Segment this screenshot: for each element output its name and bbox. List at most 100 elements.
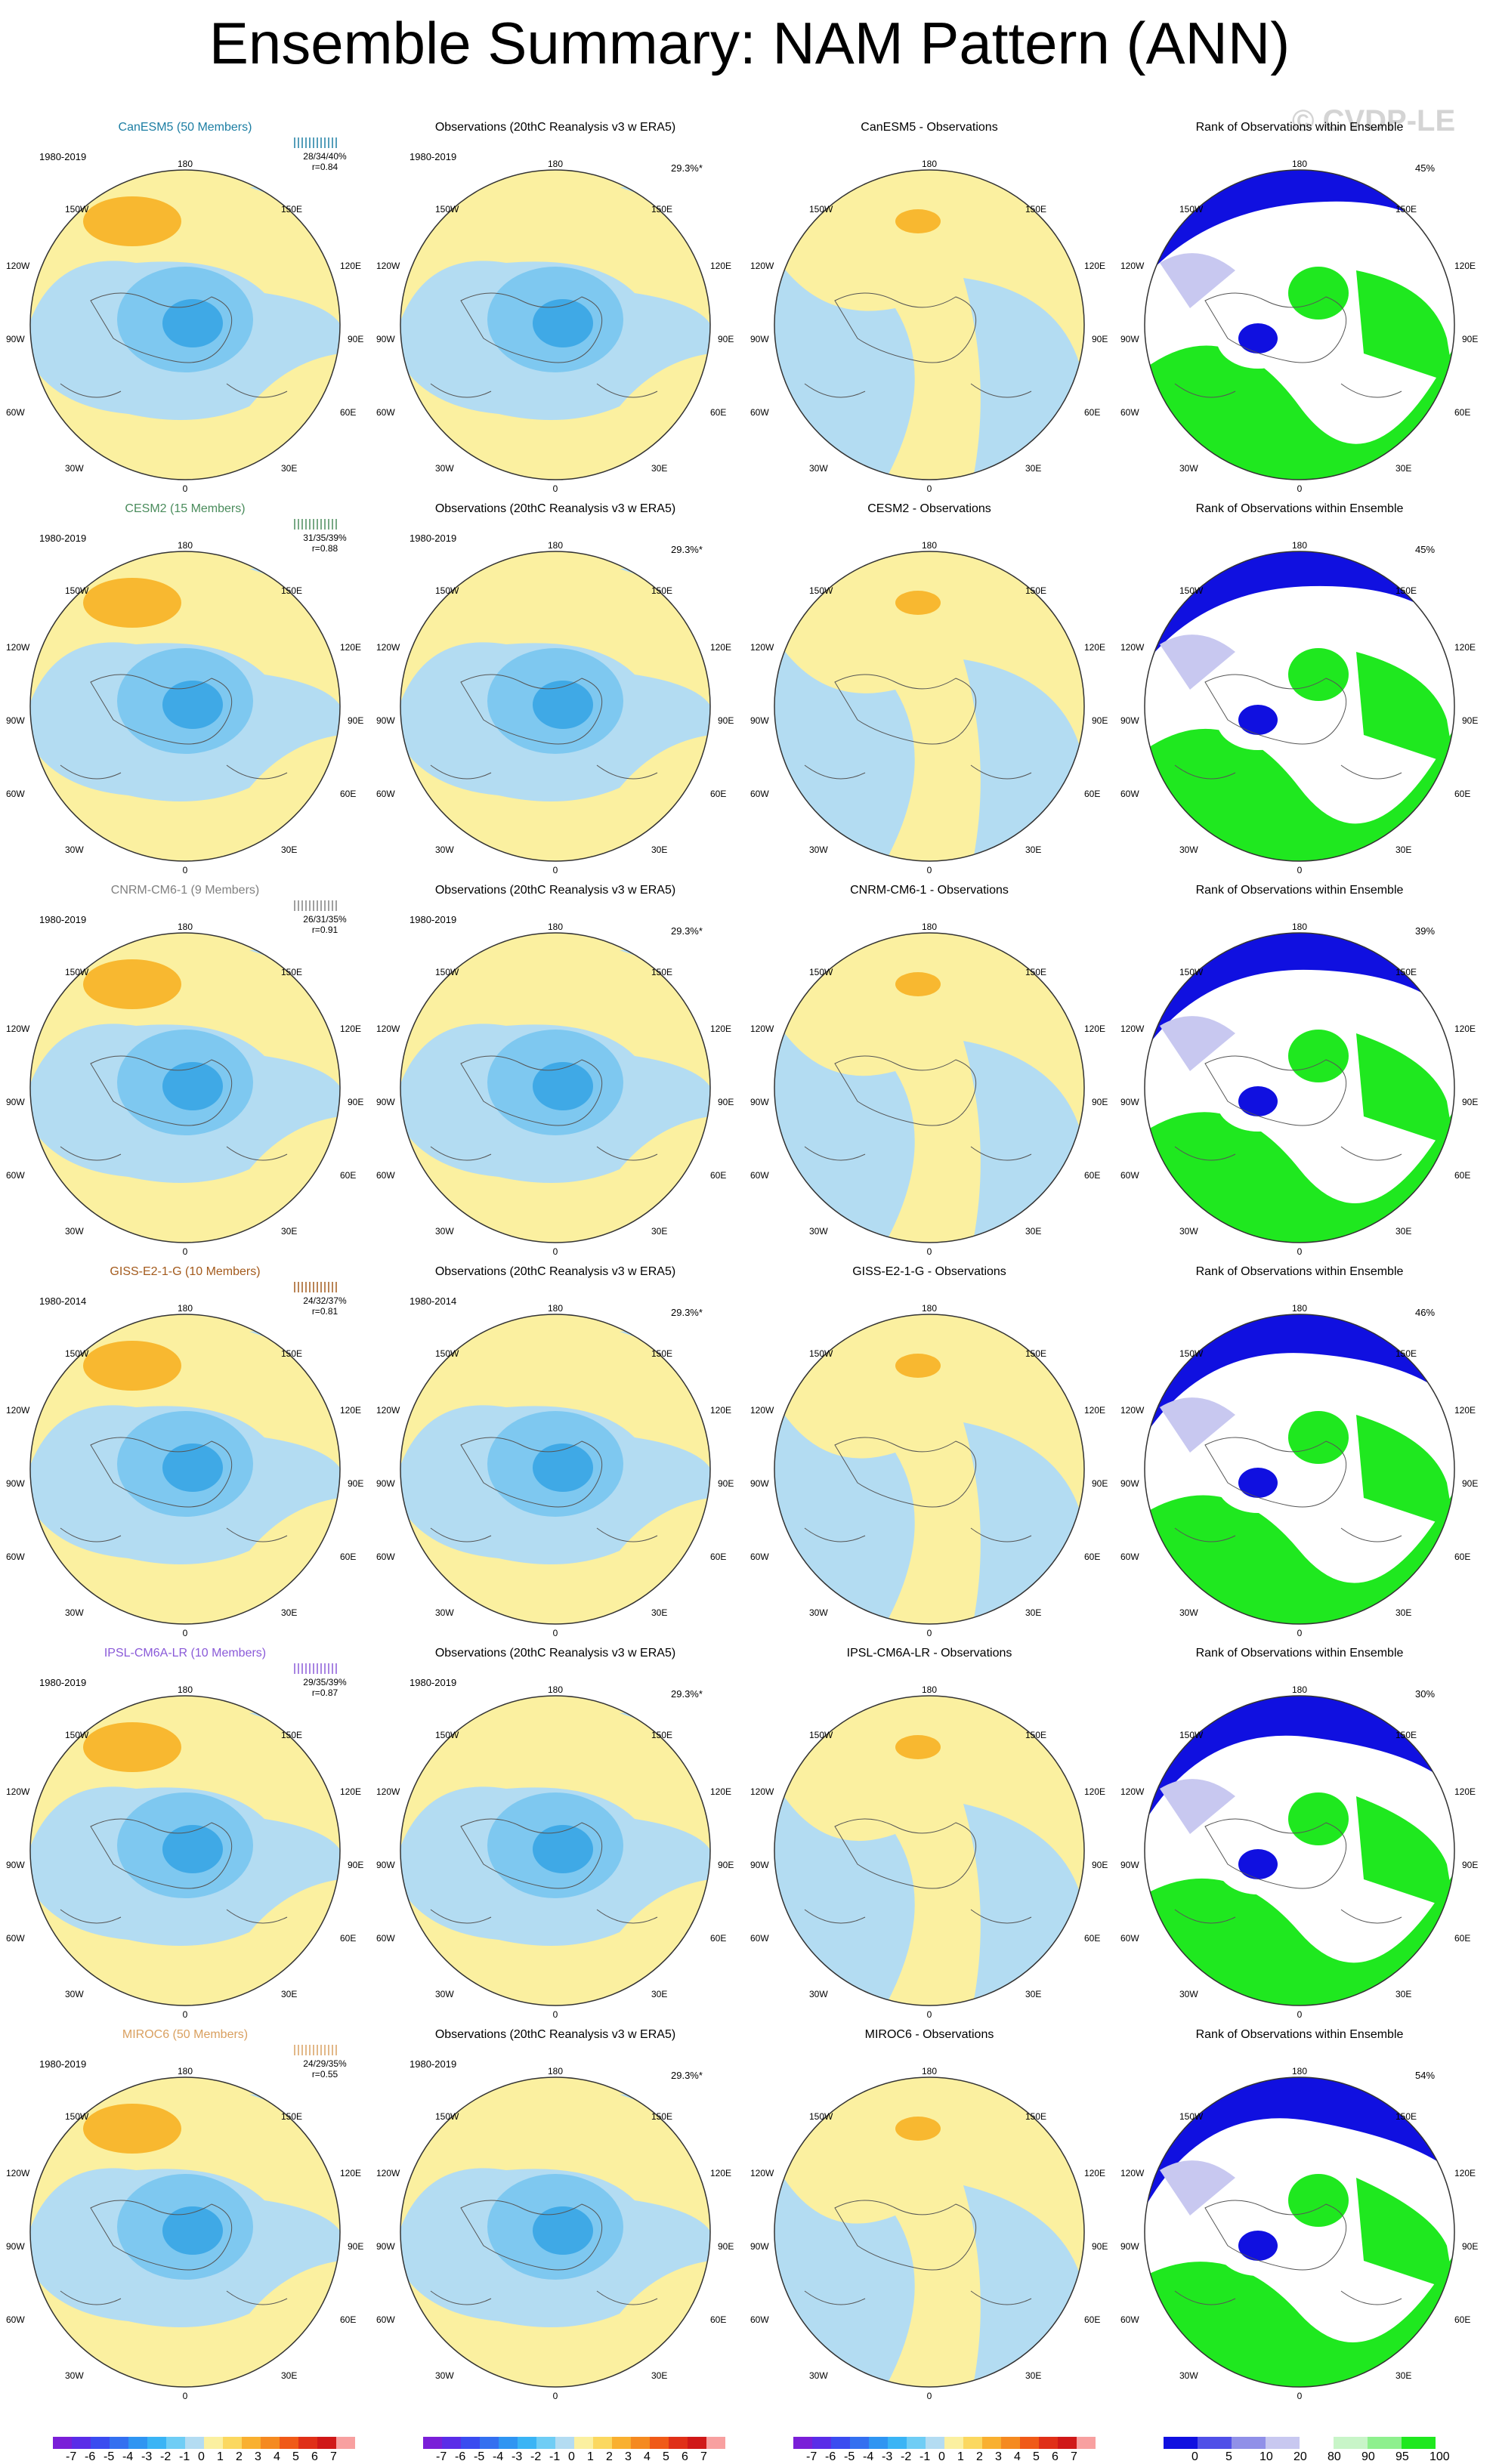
map-label-left-upper: 150W <box>65 1730 89 1740</box>
map-label-left-upper: 150W <box>435 204 459 215</box>
map-label-left-mid: 90W <box>6 2241 25 2252</box>
map-label-left-upper: 150W <box>1179 204 1204 215</box>
year-range: 1980-2019 <box>39 151 87 162</box>
colorbar-tick-label: 3 <box>255 2450 261 2463</box>
map-label-right-lower: 30E <box>281 1989 298 1999</box>
polar-map <box>400 1695 711 2006</box>
map-label-left-upper: 150W <box>435 1730 459 1740</box>
map-label-left-lower: 30W <box>809 2370 828 2381</box>
map-label-right-mid-lower: 60E <box>340 789 357 799</box>
map-label-left-upper: 150W <box>65 1348 89 1359</box>
member-tick-strip <box>294 519 337 530</box>
map-label-right-lower: 30E <box>651 1226 668 1237</box>
rank-percent: 45% <box>1415 544 1436 555</box>
map-label-right-upper: 150E <box>1025 967 1047 977</box>
map-label-right-upper: 150E <box>651 1730 673 1740</box>
map-label-right-lower: 30E <box>651 844 668 855</box>
map-label-left-upper: 150W <box>65 585 89 596</box>
colorbar-swatch <box>555 2437 574 2449</box>
year-range: 1980-2019 <box>39 533 87 544</box>
map-label-right-mid-upper: 120E <box>710 642 732 653</box>
map-label-right-lower: 30E <box>1395 463 1412 474</box>
map-label-right-lower: 30E <box>1395 1989 1412 1999</box>
polar-map <box>774 2076 1085 2388</box>
map-label-right-mid-upper: 120E <box>1084 1786 1106 1797</box>
map-label-bottom: 0 <box>1297 1628 1303 1638</box>
map-label-left-lower: 30W <box>65 1989 84 1999</box>
map-label-left-mid-upper: 120W <box>6 261 30 271</box>
map-label-bottom: 0 <box>182 1628 188 1638</box>
year-range: 1980-2019 <box>410 1677 457 1688</box>
colorbar-tick-label: 4 <box>1014 2450 1021 2463</box>
map-field <box>1145 933 1454 1243</box>
map-label-right-upper: 150E <box>1395 204 1417 215</box>
map-label-left-mid: 90W <box>750 715 769 726</box>
map-label-left-mid-lower: 60W <box>376 407 395 418</box>
map-label-left-mid: 90W <box>1120 334 1139 344</box>
panel-title: IPSL-CM6A-LR (10 Members) <box>104 1647 267 1660</box>
map-label-top: 180 <box>547 922 564 932</box>
map-label-bottom: 0 <box>1297 2009 1303 2020</box>
pattern-correlation: r=0.87 <box>311 1687 338 1698</box>
colorbar-swatch <box>1077 2437 1096 2449</box>
polar-map <box>400 551 711 862</box>
map-label-left-upper: 150W <box>809 2111 833 2122</box>
colorbar-tick-label: 0 <box>198 2450 205 2463</box>
rank-panel: Rank of Observations within Ensemble 39% 1… <box>1114 884 1485 1261</box>
map-label-left-mid: 90W <box>1120 1478 1139 1489</box>
map-label-left-mid: 90W <box>1120 2241 1139 2252</box>
map-label-right-lower: 30E <box>1395 844 1412 855</box>
variance-percent: 29.3%* <box>671 1688 703 1700</box>
colorbar-swatch <box>1164 2437 1198 2449</box>
map-field <box>1145 170 1454 480</box>
colorbar-swatch <box>669 2437 688 2449</box>
map-label-right-mid-upper: 120E <box>1454 1024 1476 1034</box>
map-label-left-lower: 30W <box>435 2370 454 2381</box>
colorbar-swatch <box>499 2437 518 2449</box>
rank-panel: Rank of Observations within Ensemble 45% 1… <box>1114 502 1485 880</box>
map-label-left-mid: 90W <box>376 1478 395 1489</box>
map-label-right-upper: 150E <box>1395 967 1417 977</box>
map-label-left-mid-lower: 60W <box>6 1552 25 1562</box>
rank-percent: 39% <box>1415 925 1436 937</box>
year-range: 1980-2019 <box>410 151 457 162</box>
map-label-right-mid: 90E <box>1092 715 1108 726</box>
map-label-right-mid-lower: 60E <box>1084 1170 1101 1181</box>
map-label-left-lower: 30W <box>435 1226 454 1237</box>
colorbar-swatch <box>926 2437 944 2449</box>
map-label-bottom: 0 <box>552 483 558 494</box>
map-field <box>774 551 1084 861</box>
map-label-left-upper: 150W <box>65 2111 89 2122</box>
map-label-right-lower: 30E <box>651 1607 668 1618</box>
ensemble-stats: 31/35/39% r=0.88 <box>272 533 378 554</box>
map-label-left-mid: 90W <box>1120 1097 1139 1107</box>
colorbar-swatch <box>831 2437 850 2449</box>
map-field <box>1145 2077 1454 2387</box>
colorbar-swatch <box>812 2437 831 2449</box>
map-label-left-upper: 150W <box>1179 1730 1204 1740</box>
map-label-top: 180 <box>1291 1303 1308 1314</box>
model-panel: CESM2 (15 Members) 1980-2019 31/35/39% r=0.… <box>0 502 370 880</box>
map-label-left-upper: 150W <box>435 585 459 596</box>
map-label-top: 180 <box>547 1303 564 1314</box>
colorbar-swatch <box>480 2437 499 2449</box>
colorbar-swatch <box>706 2437 725 2449</box>
year-range: 1980-2014 <box>39 1295 87 1307</box>
colorbar-swatch <box>907 2437 926 2449</box>
colorbar-swatch <box>1300 2437 1334 2449</box>
map-label-left-mid-upper: 120W <box>750 1405 774 1416</box>
map-label-right-lower: 30E <box>1025 1226 1042 1237</box>
panel-title: Rank of Observations within Ensemble <box>1195 121 1404 134</box>
colorbar-swatch <box>1198 2437 1232 2449</box>
colorbar-tick-label: 2 <box>236 2450 243 2463</box>
pattern-correlation: r=0.91 <box>311 925 338 935</box>
map-label-right-upper: 150E <box>1395 1348 1417 1359</box>
colorbar-tick-label: 1 <box>217 2450 224 2463</box>
map-label-left-mid-lower: 60W <box>376 1552 395 1562</box>
colorbar-tick-label: 4 <box>274 2450 280 2463</box>
map-label-left-upper: 150W <box>809 585 833 596</box>
map-label-left-mid-upper: 120W <box>6 1024 30 1034</box>
polar-map <box>29 551 341 862</box>
model-panel: MIROC6 (50 Members) 1980-2019 24/29/35% r=0… <box>0 2028 370 2406</box>
colorbar-swatch <box>1368 2437 1402 2449</box>
